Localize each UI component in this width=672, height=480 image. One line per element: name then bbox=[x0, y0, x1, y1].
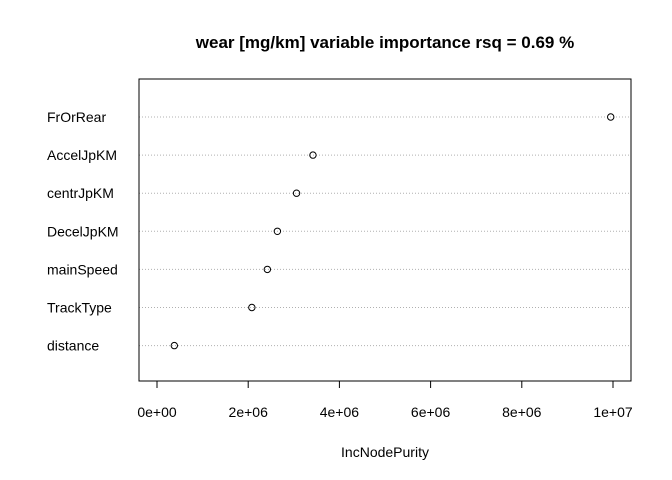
category-label: FrOrRear bbox=[47, 109, 106, 125]
data-point bbox=[607, 113, 615, 121]
category-label: AccelJpKM bbox=[47, 147, 117, 163]
category-label: mainSpeed bbox=[47, 261, 118, 277]
x-tick-label: 2e+06 bbox=[229, 404, 269, 420]
x-tick-label: 6e+06 bbox=[411, 404, 451, 420]
category-label: distance bbox=[47, 338, 99, 354]
grid-lines bbox=[139, 116, 631, 347]
x-axis-title: IncNodePurity bbox=[341, 444, 429, 460]
x-tick-label: 1e+07 bbox=[593, 404, 633, 420]
data-points bbox=[170, 113, 615, 350]
data-point bbox=[292, 189, 301, 197]
x-tick-label: 8e+06 bbox=[502, 404, 542, 420]
data-point bbox=[273, 227, 282, 236]
category-label: centrJpKM bbox=[47, 185, 114, 201]
category-labels: FrOrRear AccelJpKM centrJpKM DecelJpKM mainS… bbox=[47, 109, 119, 354]
data-point bbox=[309, 151, 317, 159]
chart-title: wear [mg/km] variable importance rsq = 0… bbox=[195, 33, 574, 52]
category-label: TrackType bbox=[47, 300, 112, 316]
category-label: DecelJpKM bbox=[47, 223, 119, 239]
data-point bbox=[170, 341, 179, 350]
x-axis: 0e+00 2e+06 4e+06 6e+06 8e+06 1e+07 bbox=[137, 380, 633, 420]
x-tick-label: 0e+00 bbox=[137, 404, 177, 420]
plot-box bbox=[138, 78, 632, 382]
data-point bbox=[263, 265, 272, 274]
data-point bbox=[248, 303, 256, 312]
x-tick-label: 4e+06 bbox=[320, 404, 360, 420]
